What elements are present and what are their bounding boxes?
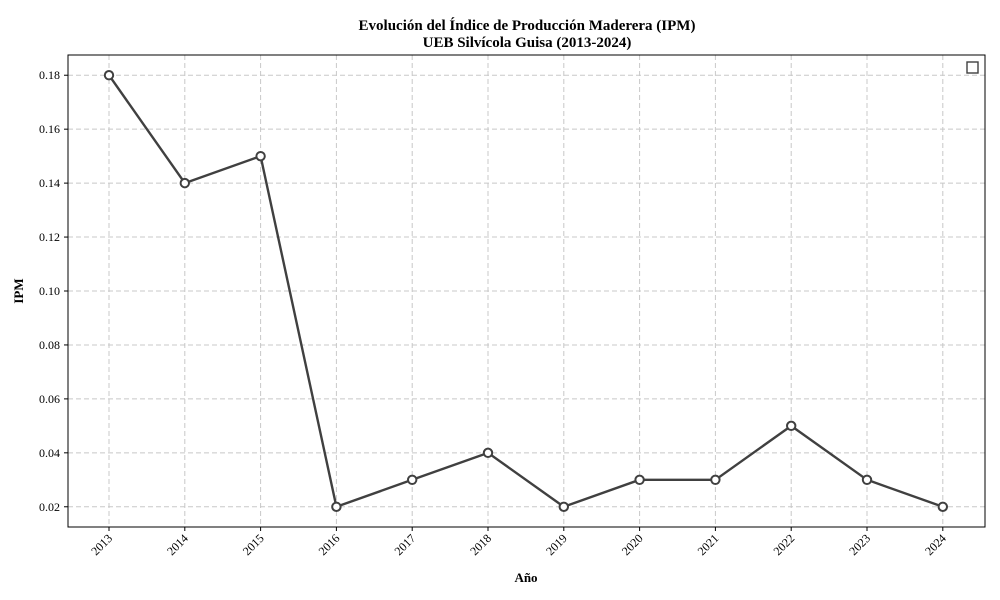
series-layer: [103, 70, 948, 512]
grid-layer: [68, 55, 985, 527]
y-tick-label: 0.10: [39, 284, 60, 298]
tick-layer: 0.02 0.04 0.06 0.08 0.10 0.12 0.14 0.16 0.18 2013…: [39, 68, 949, 558]
legend-box: [966, 61, 979, 74]
x-tick-label: 2024: [922, 531, 949, 558]
data-point: [710, 474, 721, 485]
data-point: [482, 447, 494, 459]
data-point: [786, 420, 797, 432]
data-point: [179, 177, 191, 189]
y-tick-label: 0.02: [39, 500, 60, 514]
x-tick-label: 2023: [846, 531, 873, 558]
data-point: [634, 474, 645, 485]
y-tick-label: 0.08: [39, 338, 60, 352]
x-tick-label: 2016: [316, 531, 343, 558]
y-axis-label: IPM: [11, 278, 26, 303]
x-tick-label: 2014: [164, 531, 191, 558]
x-tick-label: 2013: [88, 531, 115, 558]
y-tick-label: 0.06: [39, 392, 60, 406]
series-line: [108, 74, 944, 508]
x-tick-label: 2018: [467, 531, 494, 558]
x-axis-label: Año: [514, 570, 537, 585]
data-point: [331, 501, 342, 512]
x-tick-label: 2021: [695, 531, 722, 558]
y-tick-label: 0.18: [39, 68, 60, 82]
data-point: [861, 474, 873, 485]
chart-subtitle: UEB Silvícola Guisa (2013-2024): [423, 35, 632, 51]
y-tick-label: 0.04: [39, 446, 60, 460]
y-tick-label: 0.14: [39, 176, 60, 190]
y-tick-label: 0.16: [39, 122, 60, 136]
data-point: [255, 150, 266, 162]
data-point: [558, 501, 569, 512]
plot-frame: [67, 54, 986, 528]
y-tick-label: 0.12: [39, 230, 60, 244]
x-tick-label: 2022: [770, 531, 797, 558]
x-tick-label: 2017: [391, 531, 418, 558]
data-point: [937, 501, 948, 512]
data-point: [103, 70, 115, 81]
x-tick-label: 2019: [543, 531, 570, 558]
x-tick-label: 2020: [619, 531, 646, 558]
data-point: [407, 474, 418, 485]
x-tick-label: 2015: [240, 531, 267, 558]
chart-title: Evolución del Índice de Producción Mader…: [359, 17, 696, 34]
